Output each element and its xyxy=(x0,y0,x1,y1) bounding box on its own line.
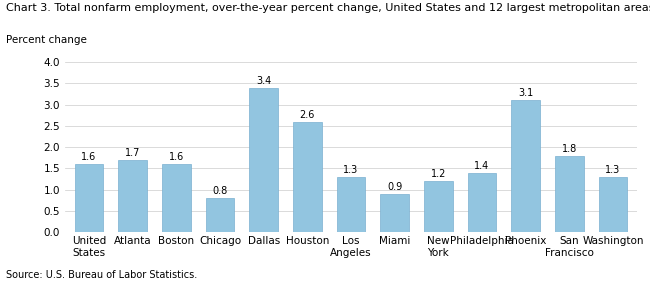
Text: 0.9: 0.9 xyxy=(387,182,402,192)
Text: 1.8: 1.8 xyxy=(562,143,577,153)
Bar xyxy=(599,177,627,232)
Text: 1.3: 1.3 xyxy=(605,165,621,175)
Bar xyxy=(293,122,322,232)
Bar xyxy=(468,173,496,232)
Text: 0.8: 0.8 xyxy=(213,186,228,196)
Text: 1.6: 1.6 xyxy=(81,152,97,162)
Text: 2.6: 2.6 xyxy=(300,110,315,119)
Bar xyxy=(250,88,278,232)
Text: Source: U.S. Bureau of Labor Statistics.: Source: U.S. Bureau of Labor Statistics. xyxy=(6,270,198,280)
Bar xyxy=(380,194,409,232)
Text: Percent change: Percent change xyxy=(6,35,87,45)
Bar xyxy=(337,177,365,232)
Bar xyxy=(206,198,234,232)
Text: 1.6: 1.6 xyxy=(169,152,184,162)
Bar xyxy=(512,100,540,232)
Text: Chart 3. Total nonfarm employment, over-the-year percent change, United States a: Chart 3. Total nonfarm employment, over-… xyxy=(6,3,650,13)
Text: 1.4: 1.4 xyxy=(474,160,489,170)
Bar xyxy=(555,156,584,232)
Text: 1.3: 1.3 xyxy=(343,165,359,175)
Bar xyxy=(118,160,147,232)
Text: 3.4: 3.4 xyxy=(256,76,271,86)
Bar xyxy=(75,164,103,232)
Bar xyxy=(162,164,190,232)
Text: 3.1: 3.1 xyxy=(518,88,533,98)
Text: 1.2: 1.2 xyxy=(431,169,446,179)
Bar xyxy=(424,181,452,232)
Text: 1.7: 1.7 xyxy=(125,148,140,158)
